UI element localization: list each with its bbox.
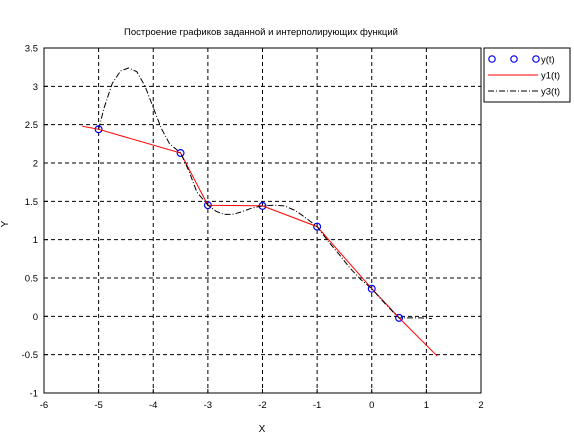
data-point-y(t) xyxy=(367,284,376,293)
data-point-y(t) xyxy=(94,125,103,134)
legend: y(t) y1(t) y3(t) xyxy=(483,47,571,103)
x-tick-label: 0 xyxy=(369,400,374,411)
x-tick-label: 2 xyxy=(478,400,483,411)
legend-marker xyxy=(510,55,518,63)
legend-label: y(t) xyxy=(541,55,555,66)
x-tick-label: -3 xyxy=(204,400,212,411)
y-tick-label: 1 xyxy=(33,235,38,246)
x-tick-label: -6 xyxy=(40,400,48,411)
y-tick-label: 3.5 xyxy=(25,44,38,55)
chart-title: Построение графиков заданной и интерполи… xyxy=(124,27,398,38)
legend-marker xyxy=(532,55,540,63)
x-tick-label: 1 xyxy=(424,400,429,411)
y-tick-label: 3 xyxy=(33,82,38,93)
legend-marker xyxy=(488,55,496,63)
x-tick-label: -4 xyxy=(149,400,157,411)
y-tick-label: 2 xyxy=(33,159,38,170)
y-tick-label: -1 xyxy=(30,389,38,400)
legend-label: y3(t) xyxy=(541,87,560,98)
x-tick-label: -1 xyxy=(313,400,321,411)
y-axis-label: Y xyxy=(0,220,11,227)
data-point-y(t) xyxy=(313,222,322,231)
series-area xyxy=(82,67,438,357)
x-axis-label: X xyxy=(259,424,266,435)
x-tick-label: -2 xyxy=(258,400,266,411)
y-tick-label: 0 xyxy=(33,312,38,323)
axis-ticks: -6 -5 -4 -3 -2 -1 0 1 2 -1 -0.5 0 0.5 1 1.5 2 2.5 3 3.5 xyxy=(22,44,484,412)
legend-label: y1(t) xyxy=(541,71,560,82)
grid xyxy=(44,48,481,393)
y-tick-label: -0.5 xyxy=(22,350,38,361)
y-tick-label: 0.5 xyxy=(25,274,38,285)
x-tick-label: -5 xyxy=(94,400,102,411)
y-tick-label: 2.5 xyxy=(25,120,38,131)
y-tick-label: 1.5 xyxy=(25,197,38,208)
data-point-y(t) xyxy=(176,149,185,158)
data-point-y(t) xyxy=(395,313,404,322)
series-line-y3(t) xyxy=(98,67,432,320)
